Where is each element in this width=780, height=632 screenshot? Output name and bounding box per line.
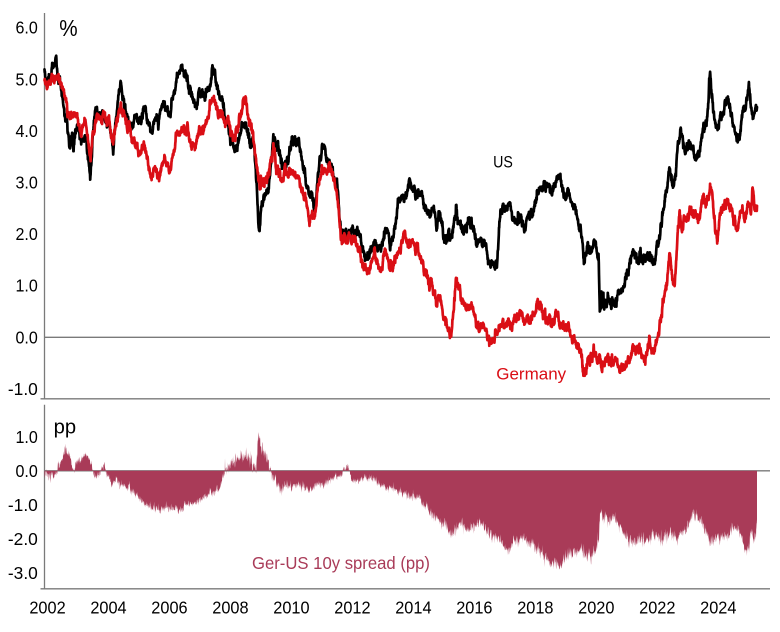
svg-text:-1.0: -1.0 — [8, 495, 38, 515]
svg-text:%: % — [59, 15, 77, 41]
svg-text:0.0: 0.0 — [16, 327, 39, 347]
svg-text:4.0: 4.0 — [16, 121, 39, 141]
svg-text:-3.0: -3.0 — [8, 563, 38, 583]
svg-text:-1.0: -1.0 — [8, 379, 38, 399]
svg-text:-2.0: -2.0 — [8, 529, 38, 549]
svg-text:1.0: 1.0 — [16, 427, 39, 447]
svg-text:2018: 2018 — [517, 598, 553, 618]
svg-text:2024: 2024 — [700, 598, 737, 618]
svg-text:Ger-US 10y spread (pp): Ger-US 10y spread (pp) — [252, 553, 430, 573]
svg-text:2016: 2016 — [456, 598, 492, 618]
svg-text:2008: 2008 — [212, 598, 248, 618]
svg-text:2010: 2010 — [273, 598, 310, 618]
svg-text:2002: 2002 — [29, 598, 65, 618]
svg-text:Germany: Germany — [496, 364, 566, 383]
svg-text:2004: 2004 — [90, 598, 127, 618]
svg-text:2022: 2022 — [639, 598, 675, 618]
svg-text:2012: 2012 — [334, 598, 370, 618]
svg-text:US: US — [493, 152, 513, 171]
svg-text:2014: 2014 — [395, 598, 432, 618]
svg-text:0.0: 0.0 — [16, 461, 39, 481]
svg-text:6.0: 6.0 — [16, 18, 39, 38]
svg-text:2020: 2020 — [578, 598, 615, 618]
svg-text:1.0: 1.0 — [16, 276, 39, 296]
svg-text:2.0: 2.0 — [16, 224, 39, 244]
svg-text:2006: 2006 — [151, 598, 187, 618]
svg-text:5.0: 5.0 — [16, 69, 39, 89]
svg-text:pp: pp — [54, 416, 77, 439]
svg-text:3.0: 3.0 — [16, 173, 39, 193]
